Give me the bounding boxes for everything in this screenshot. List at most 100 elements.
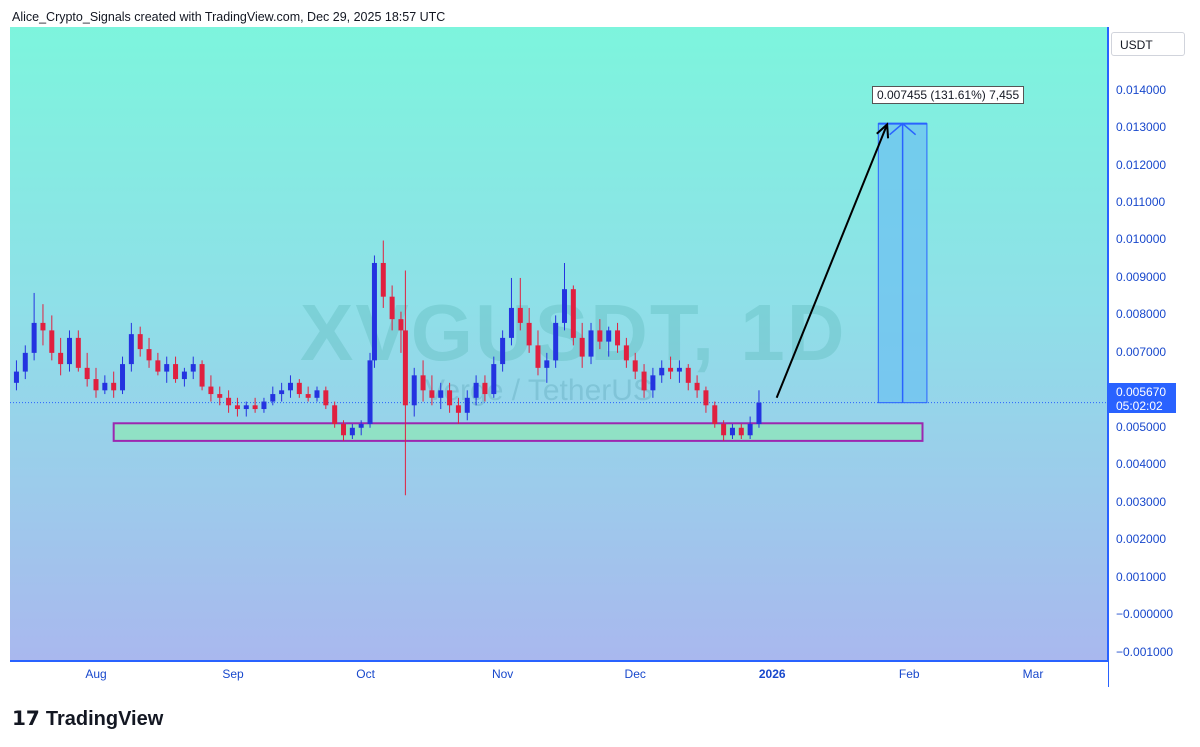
candle-body [367,360,373,425]
candle-body [102,382,108,391]
price-tick-label: 0.013000 [1116,120,1167,135]
candle-body [606,330,612,342]
projection-arrow-shaft [775,124,889,399]
candle-body [58,352,64,365]
time-tick-label: Nov [491,667,514,681]
candle-body [535,345,541,368]
candle-body [190,364,196,372]
candle-body [66,337,72,365]
symbol-description-watermark: Verge / TetherUS [425,374,653,407]
candle-body [756,402,762,425]
candle-body [349,427,355,436]
candle-body [738,427,744,436]
candle-body [389,296,395,320]
candle-body [75,337,81,368]
time-axis[interactable] [10,660,1108,687]
candle-body [120,364,126,391]
candle-body [398,319,404,331]
time-tick-label: Dec [624,667,646,681]
tradingview-logo[interactable]: 𝟭𝟳 TradingView [12,706,163,731]
price-tick-label: 0.005000 [1116,419,1167,434]
price-tick-label: 0.011000 [1116,195,1166,210]
candle-body [747,424,753,436]
candle-body [659,367,665,376]
candle-body [358,424,364,428]
candle-body [128,334,134,365]
candle-body [243,405,249,410]
candle-body [341,424,347,436]
candle-body [632,360,638,372]
candle-body [305,394,311,398]
time-tick-label: 2026 [758,667,786,681]
candle-body [508,307,514,338]
candle-body [296,382,302,395]
candle-body [199,364,205,387]
candle-body [208,386,214,395]
candle-body [146,349,152,361]
candle-body [155,360,161,372]
time-tick-label: Sep [222,667,244,681]
candle-body [721,424,727,436]
price-tick-label: 0.008000 [1116,307,1167,322]
candle-body [261,401,267,410]
candle-body [164,364,170,372]
price-tick-label: 0.012000 [1116,157,1167,172]
candle-body [464,397,470,413]
candle-body [252,405,258,410]
time-tick-label: Mar [1022,667,1044,681]
candle-body [411,375,417,406]
candle-body [615,330,621,346]
projection-arrow-head [876,122,890,139]
price-tick-label: 0.001000 [1116,569,1167,584]
candle-body [279,390,285,395]
candle-body [676,367,682,372]
tradingview-logo-icon: 𝟭𝟳 [12,708,40,730]
candle-body [694,382,700,391]
candle-body [570,289,576,338]
price-tick-label: 0.009000 [1116,269,1167,284]
time-tick-label: Feb [898,667,920,681]
candle-body [623,345,629,361]
price-tick-label: 0.010000 [1116,232,1167,247]
candle-body [49,330,55,353]
price-tick-label: −0.001000 [1116,644,1174,659]
candle-body [270,394,276,402]
candle-body [402,330,408,406]
time-tick-label: Oct [356,667,375,681]
candle-body [712,405,718,425]
candle-body [226,397,232,406]
candle-countdown: 05:02:02 [1116,399,1163,413]
price-tick-label: 0.002000 [1116,532,1167,547]
candle-body [544,360,550,368]
candle-body [500,337,506,365]
candle-body [455,405,461,413]
candle-body [526,322,532,346]
candle-body [517,307,523,323]
candle-body [685,367,691,383]
last-price-tag: 0.005670 05:02:02 [1108,383,1176,413]
candle-body [553,322,559,361]
price-tick-label: 0.004000 [1116,457,1167,472]
candle-body [473,382,479,398]
candle-body [332,405,338,425]
tradingview-wordmark: TradingView [45,708,164,730]
candle-body [491,364,497,395]
candle-body [84,367,90,380]
candle-body [181,371,187,380]
currency-unit-button[interactable]: USDT [1111,32,1185,56]
candle-body [323,390,329,406]
candle-body [597,330,603,342]
candle-body [371,262,377,361]
candle-body [447,390,453,406]
candle-body [562,289,567,323]
time-tick-label: Aug [85,667,107,681]
candle-body [234,405,240,410]
price-tick-label: −0.000000 [1116,607,1174,622]
candle-body [668,367,674,372]
candle-body [438,390,444,398]
candle-body [287,382,293,391]
candle-body [641,371,647,391]
candle-body [380,262,386,297]
price-axis[interactable] [1107,27,1189,687]
